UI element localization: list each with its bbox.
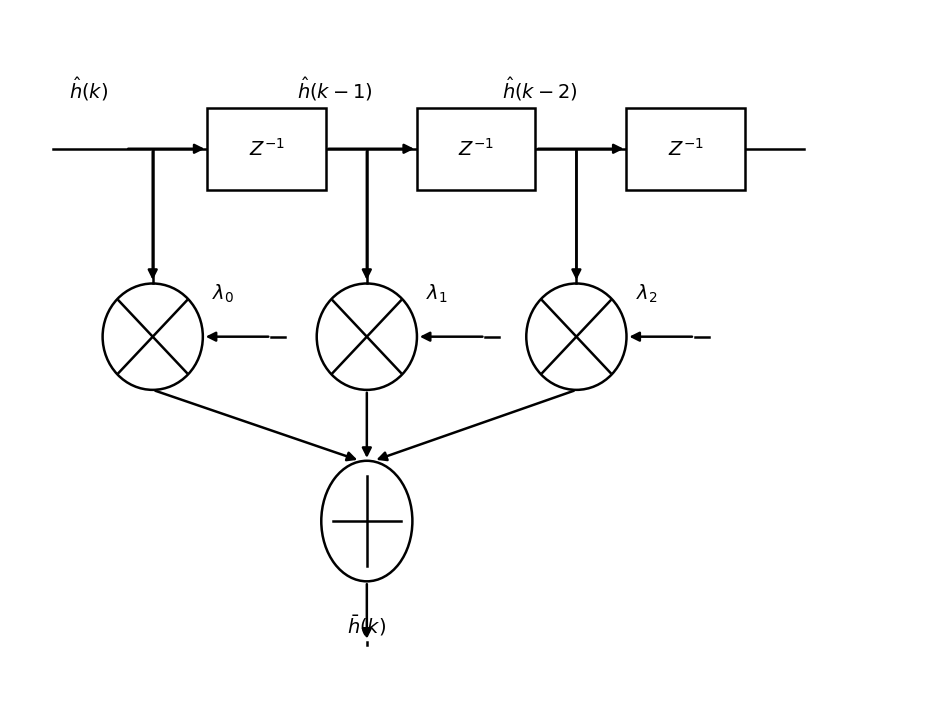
Text: $\hat{h}(k-2)$: $\hat{h}(k-2)$ bbox=[502, 74, 578, 103]
Bar bbox=[207, 108, 326, 189]
Text: $Z^{-1}$: $Z^{-1}$ bbox=[668, 138, 704, 160]
Text: $\lambda_0$: $\lambda_0$ bbox=[212, 283, 234, 305]
Text: $\hat{h}(k-1)$: $\hat{h}(k-1)$ bbox=[297, 74, 373, 103]
Text: $Z^{-1}$: $Z^{-1}$ bbox=[249, 138, 285, 160]
Text: $Z^{-1}$: $Z^{-1}$ bbox=[458, 138, 494, 160]
Text: $\lambda_1$: $\lambda_1$ bbox=[426, 283, 448, 305]
Text: $\bar{h}(k)$: $\bar{h}(k)$ bbox=[347, 613, 387, 638]
Text: $\lambda_2$: $\lambda_2$ bbox=[635, 283, 658, 305]
Text: $\hat{h}(k)$: $\hat{h}(k)$ bbox=[69, 74, 108, 103]
Bar bbox=[626, 108, 745, 189]
Bar bbox=[417, 108, 536, 189]
